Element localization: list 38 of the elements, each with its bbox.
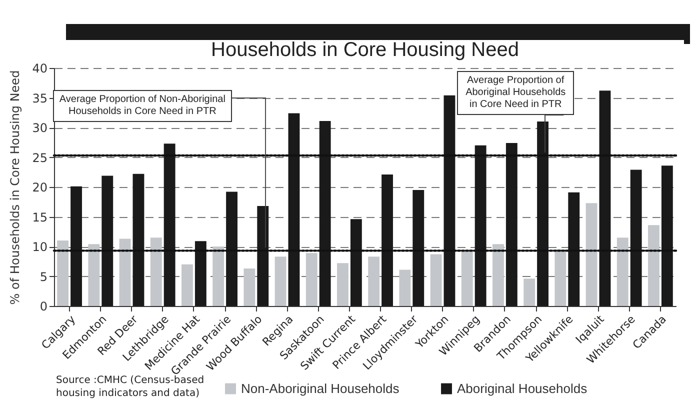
- bar: [57, 240, 69, 306]
- bar: [212, 246, 224, 306]
- chart-title: Households in Core Housing Need: [211, 39, 519, 61]
- y-tick-label: 40: [32, 62, 48, 76]
- bar: [430, 254, 442, 306]
- callout-box: Average Proportion of Non-Aboriginal Households in Core Need in PTR: [53, 90, 232, 122]
- bar: [586, 203, 598, 306]
- source-note: Source :CMHC (Census-based housing indicators and data): [56, 374, 206, 400]
- bar: [492, 244, 504, 306]
- bar: [461, 251, 473, 306]
- bar: [554, 249, 566, 306]
- bar: [648, 225, 660, 306]
- ref-line-label: Average Proportion of Non-Aboriginal Households in Core Need in PTR: [58, 94, 226, 118]
- y-tick-label: 20: [32, 180, 48, 194]
- bar: [368, 256, 380, 306]
- callout-box: Average Proportion of Aboriginal Households in Core Need in PTR: [457, 71, 574, 115]
- bar: [244, 268, 256, 306]
- bar: [119, 238, 131, 306]
- bar: [274, 256, 286, 306]
- legend-label: Aboriginal Households: [457, 380, 588, 396]
- bar: [524, 278, 536, 306]
- bar: [616, 238, 628, 306]
- bar: [150, 238, 162, 306]
- bar: [182, 264, 193, 306]
- y-tick-label: 10: [32, 240, 48, 254]
- y-tick-label: 5: [40, 270, 48, 284]
- bar: [88, 244, 100, 306]
- y-tick-label: 15: [32, 210, 48, 224]
- bar: [337, 263, 348, 306]
- y-tick-label: 35: [32, 91, 48, 106]
- y-tick-label: 0: [40, 300, 48, 314]
- bar: [306, 253, 318, 306]
- bar: [399, 270, 411, 306]
- y-axis-title: % of Households in Core Housing Need: [8, 70, 22, 305]
- y-tick-label: 30: [32, 121, 48, 135]
- legend-label: Non-Aboriginal Households: [241, 380, 400, 396]
- y-tick-label: 25: [32, 150, 48, 165]
- ref-line-label: Average Proportion of Aboriginal Households in Core Need in PTR: [464, 75, 567, 111]
